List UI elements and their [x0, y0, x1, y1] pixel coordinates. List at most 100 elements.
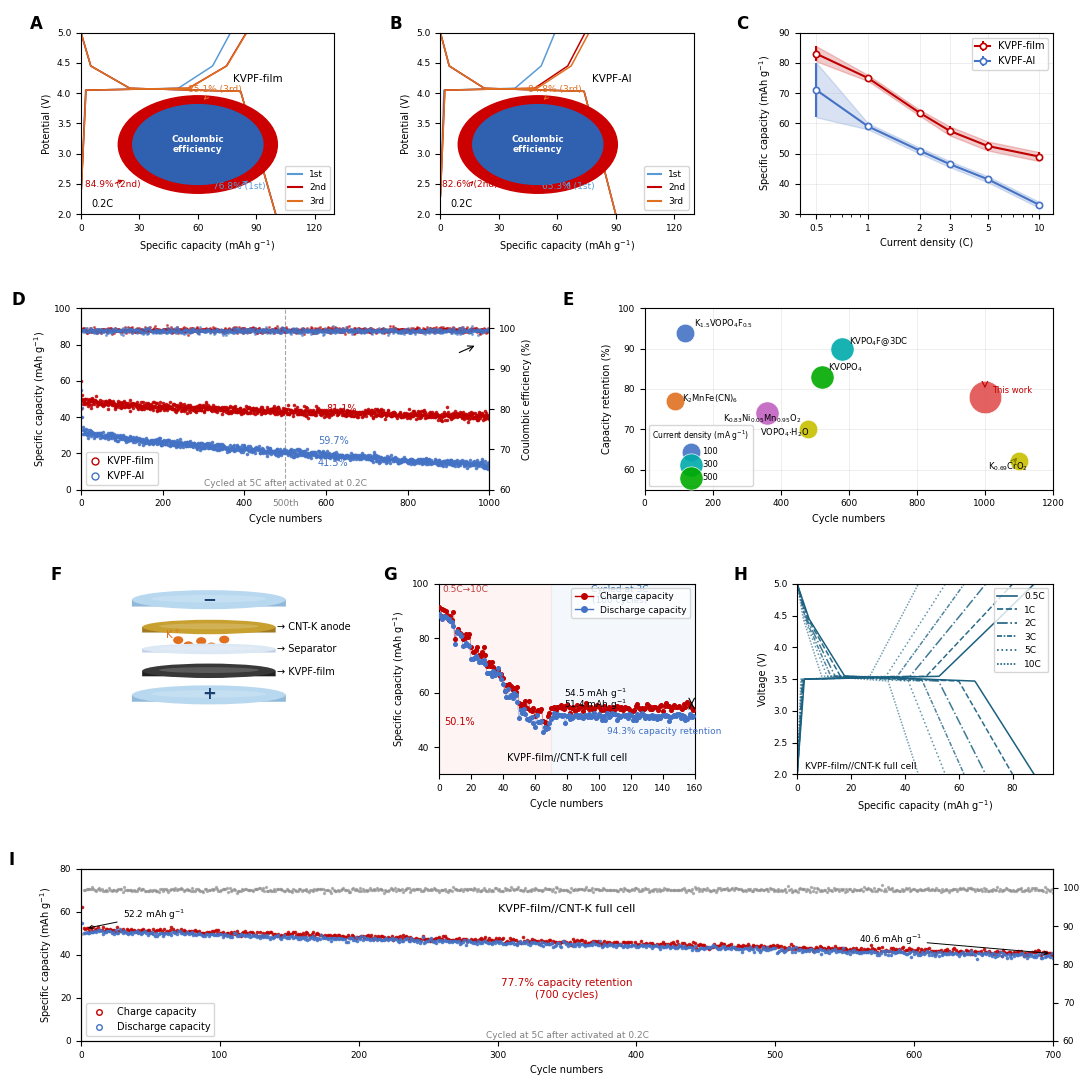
Point	[224, 439, 241, 457]
Point	[306, 403, 323, 421]
Point	[95, 320, 112, 338]
Point	[469, 322, 486, 339]
Point	[524, 881, 541, 898]
Point	[123, 431, 140, 448]
Point	[123, 320, 140, 338]
Point	[90, 425, 107, 443]
Point	[183, 319, 200, 337]
Point	[530, 935, 548, 953]
Point	[401, 322, 418, 339]
Point	[516, 933, 534, 950]
Point	[467, 322, 484, 339]
Point	[599, 708, 617, 726]
Point	[443, 324, 460, 341]
Point	[100, 322, 118, 339]
Point	[469, 650, 486, 667]
Point	[662, 708, 679, 726]
Point	[485, 663, 502, 680]
Point	[305, 402, 322, 420]
Point	[179, 322, 197, 339]
Point	[176, 320, 193, 338]
Point	[332, 400, 349, 417]
Point	[87, 392, 105, 410]
Point	[278, 323, 295, 340]
Point	[285, 322, 302, 339]
Point	[427, 320, 444, 338]
Point	[424, 319, 442, 337]
Point	[251, 440, 268, 458]
Point	[173, 921, 190, 938]
Point	[134, 322, 151, 339]
Point	[386, 405, 403, 423]
Point	[434, 318, 451, 336]
Point	[276, 925, 294, 943]
Point	[417, 931, 434, 948]
Point	[172, 395, 189, 412]
Point	[477, 407, 495, 424]
Point	[443, 455, 460, 472]
Point	[164, 436, 181, 453]
Point	[471, 456, 488, 473]
Point	[400, 453, 417, 471]
Point	[464, 410, 482, 427]
Point	[366, 322, 383, 339]
Point	[118, 881, 135, 898]
Point	[94, 322, 111, 339]
Point	[272, 445, 289, 462]
Point	[106, 921, 123, 938]
Point	[202, 439, 219, 457]
Point	[394, 407, 411, 424]
Point	[217, 322, 234, 339]
Point	[652, 707, 670, 725]
Point	[255, 444, 272, 461]
Point	[197, 437, 214, 455]
Point	[301, 405, 319, 423]
Point	[111, 324, 129, 341]
Point	[273, 323, 291, 340]
Point	[254, 924, 271, 942]
Point	[491, 932, 509, 949]
Point	[161, 320, 178, 338]
Point	[396, 930, 414, 947]
Point	[449, 405, 467, 423]
Point	[114, 319, 132, 337]
Point	[306, 324, 323, 341]
Point	[145, 881, 162, 898]
Point	[153, 922, 171, 940]
Point	[903, 948, 920, 966]
Point	[175, 399, 192, 416]
Point	[778, 883, 795, 900]
Point	[339, 401, 356, 419]
Point	[459, 323, 476, 340]
Point	[237, 401, 254, 419]
Point	[247, 319, 265, 337]
Point	[240, 320, 257, 338]
Point	[151, 434, 168, 451]
Point	[480, 460, 497, 477]
Point	[138, 326, 156, 343]
Point	[835, 941, 852, 958]
Point	[307, 930, 324, 947]
Point	[193, 399, 211, 416]
Point	[351, 323, 368, 340]
Point	[287, 401, 305, 419]
Point	[85, 918, 103, 935]
Point	[200, 401, 217, 419]
Point	[254, 929, 271, 946]
Point	[364, 932, 381, 949]
Point	[798, 941, 815, 958]
Point	[83, 322, 100, 339]
Point	[1009, 882, 1026, 899]
Point	[106, 881, 123, 898]
Point	[416, 453, 433, 471]
Point	[335, 931, 352, 948]
Point	[416, 453, 433, 471]
Point	[943, 945, 960, 962]
Point	[554, 932, 571, 949]
Point	[453, 319, 470, 337]
Point	[267, 401, 284, 419]
Point	[417, 322, 434, 339]
Point	[156, 322, 173, 339]
Point	[294, 323, 311, 340]
Point	[678, 884, 696, 901]
